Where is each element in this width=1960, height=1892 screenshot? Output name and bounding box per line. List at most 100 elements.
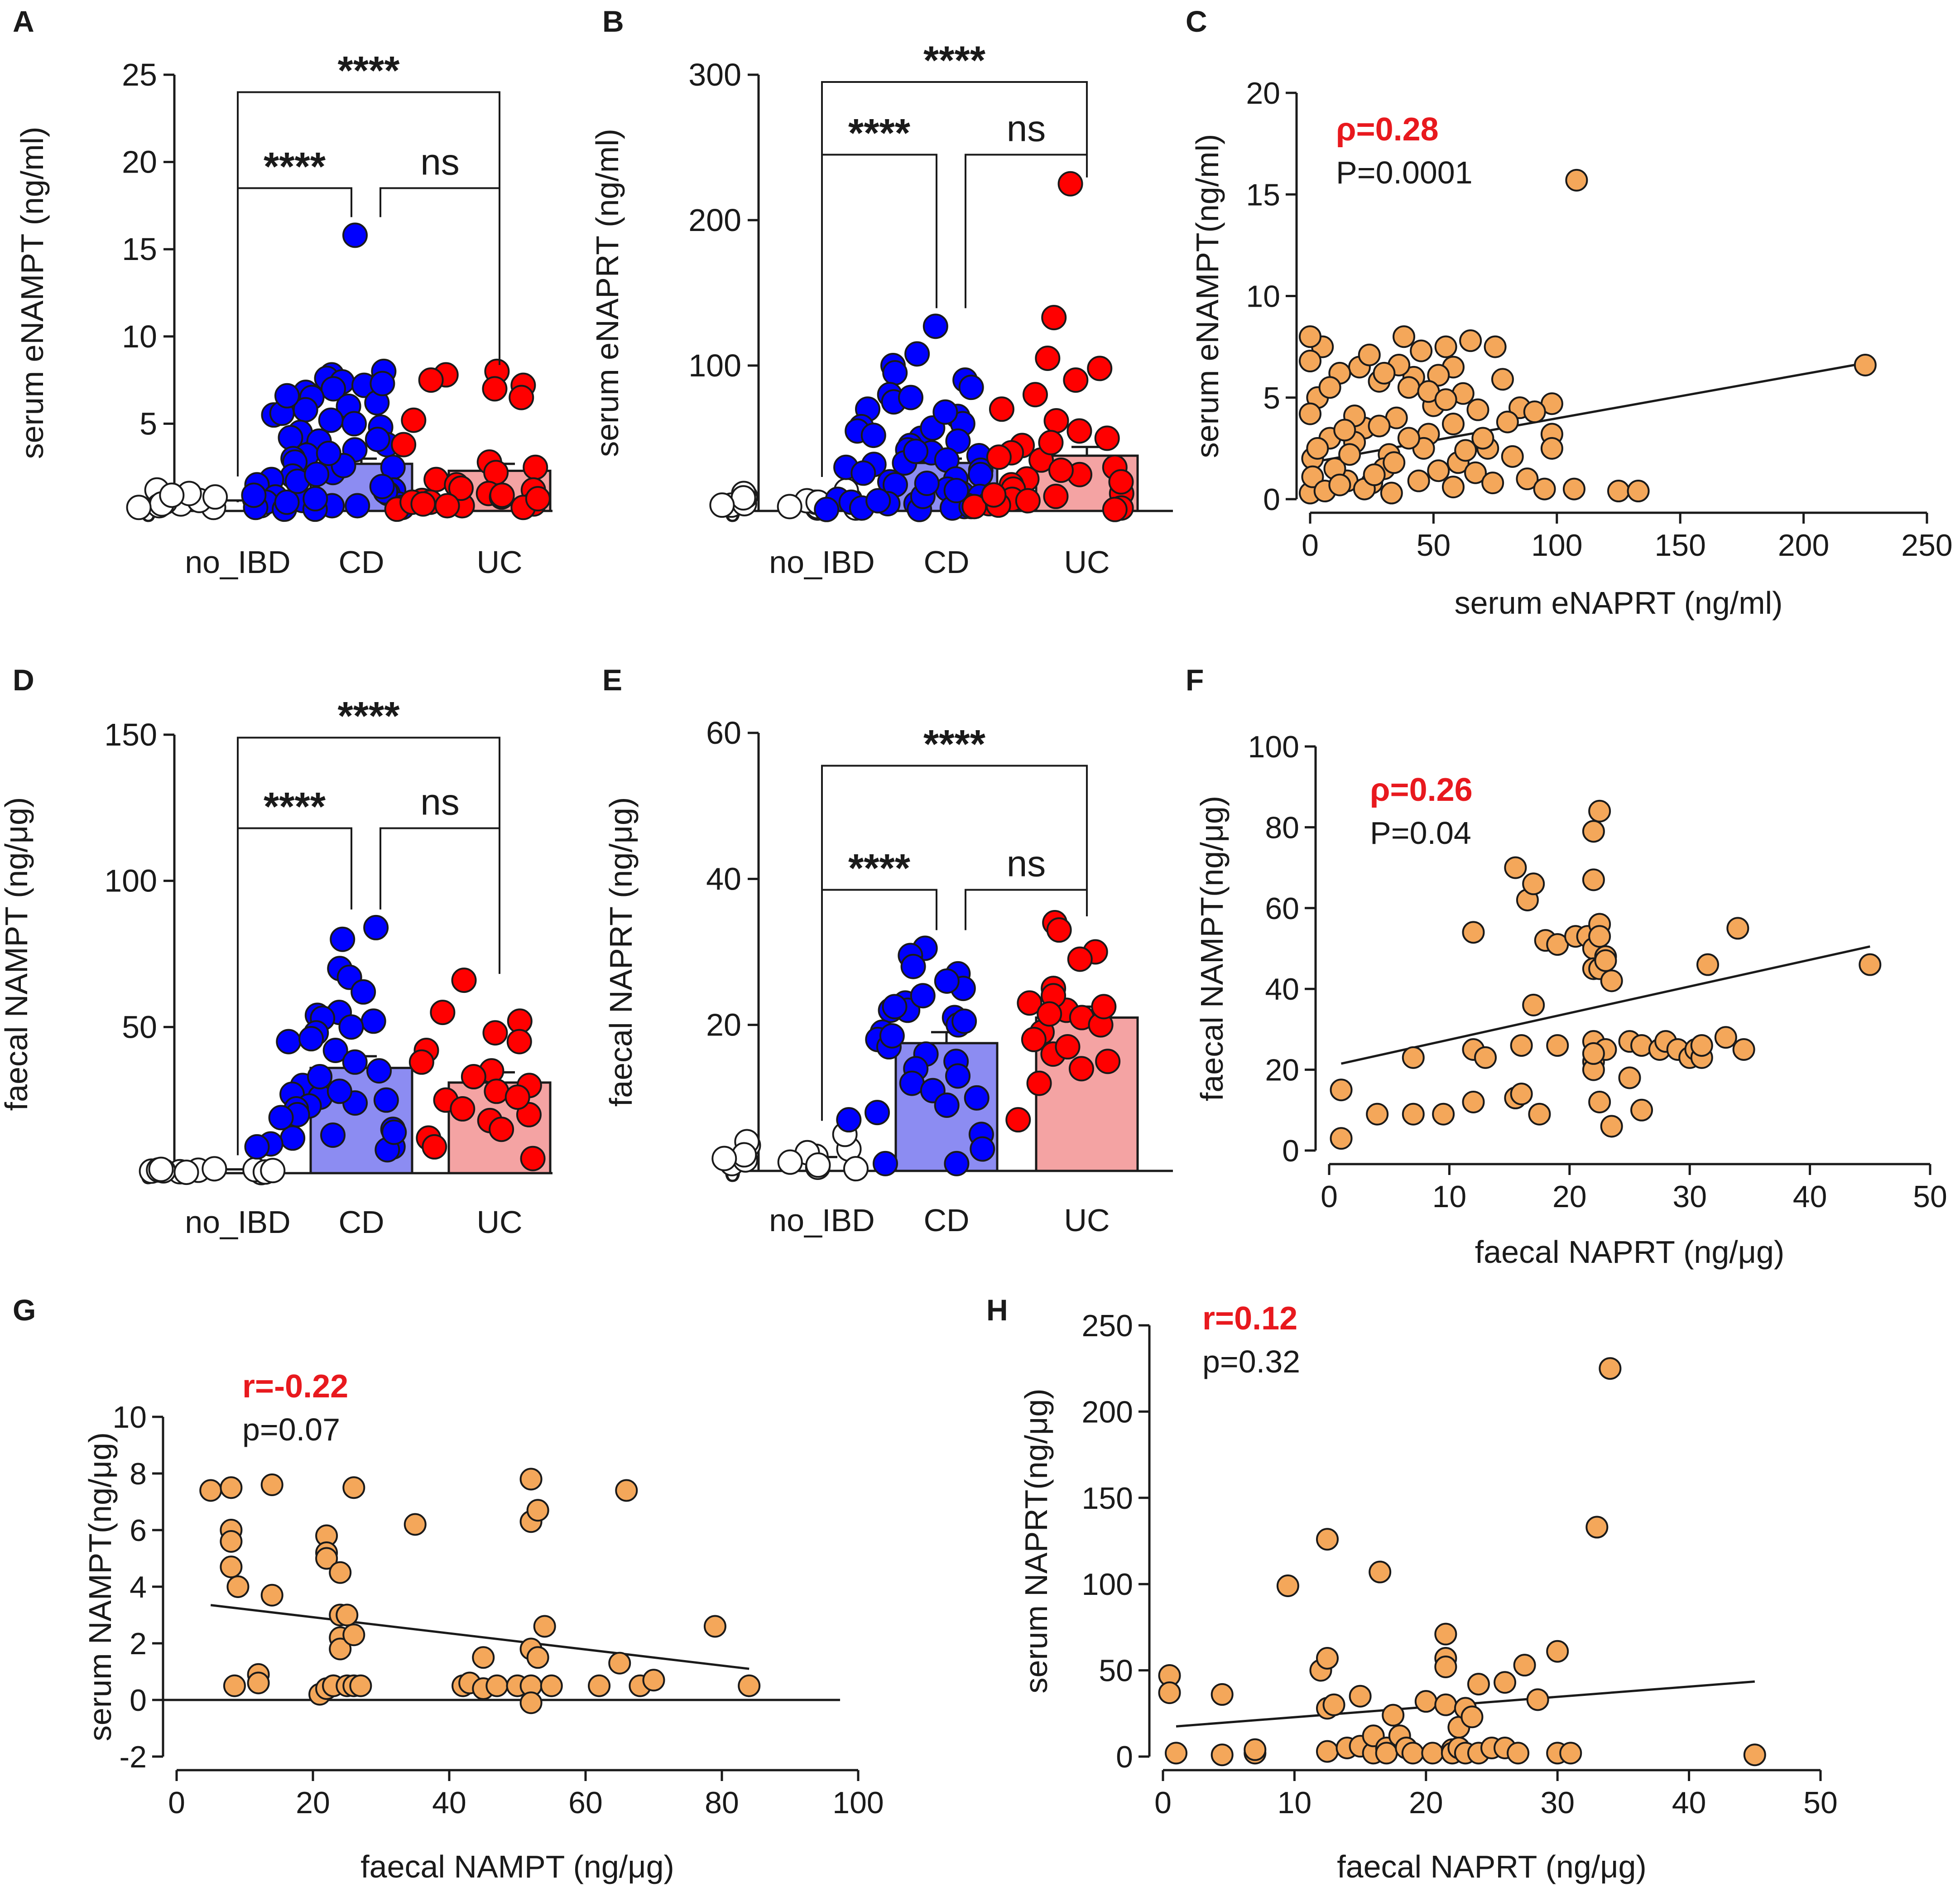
x-tick-label: UC: [1064, 544, 1110, 580]
scatter-point: [349, 1674, 372, 1697]
x-tick-label: 10: [1432, 1179, 1467, 1214]
data-point-no_ibd: [148, 1156, 174, 1182]
data-point-cd: [338, 1014, 364, 1040]
y-tick-label: 250: [1082, 1309, 1133, 1343]
data-point-no_ibd: [202, 1156, 227, 1182]
scatter-point: [1607, 480, 1630, 503]
scatter-point: [1859, 953, 1882, 976]
data-point-uc: [504, 1084, 530, 1110]
y-tick-label: 50: [122, 1009, 157, 1045]
scatter-point: [1158, 1681, 1181, 1704]
scatter-point: [703, 1615, 726, 1638]
data-point-cd: [321, 376, 346, 402]
data-point-cd: [970, 1136, 995, 1162]
y-axis-title: serum eNAPRT (ng/ml): [590, 129, 625, 457]
scatter-point: [342, 1623, 365, 1646]
scatter-point: [220, 1530, 243, 1553]
scatter-point: [540, 1674, 563, 1697]
scatter-point: [1522, 993, 1545, 1016]
scatter-point: [1454, 439, 1477, 462]
data-point-cd: [351, 979, 376, 1005]
scatter-point: [1600, 969, 1623, 992]
significance-bracket: [965, 154, 1088, 308]
y-axis-title: serum NAMPT(ng/μg): [82, 1432, 118, 1741]
scatter-point: [1375, 1742, 1398, 1765]
data-point-no_ibd: [709, 492, 735, 518]
scatter-point: [1565, 168, 1588, 192]
x-tick-label: 10: [1278, 1786, 1312, 1820]
y-tick-label: 0: [130, 1683, 147, 1718]
data-point-uc: [391, 432, 417, 457]
data-point-uc: [1057, 171, 1083, 197]
data-point-cd: [879, 1023, 905, 1049]
scatter-point: [1211, 1743, 1234, 1767]
significance-label: ns: [1007, 108, 1046, 149]
scatter-point: [1434, 335, 1457, 358]
scatter-point: [1316, 1646, 1339, 1670]
scatter-point: [1382, 1704, 1405, 1727]
data-point-uc: [489, 1117, 514, 1142]
significance-label: ****: [848, 111, 911, 155]
scatter-point: [1306, 437, 1329, 460]
y-axis-title: serum NAPRT(ng/μg): [1018, 1388, 1054, 1693]
scatter-point: [1562, 477, 1585, 501]
y-axis-title: serum eNAMPT(ng/ml): [1190, 134, 1225, 458]
x-tick-label: 0: [1302, 528, 1319, 563]
scatter-point: [1588, 1090, 1611, 1113]
scatter-point: [1434, 388, 1457, 411]
x-axis-title: faecal NAMPT (ng/μg): [360, 1849, 674, 1884]
y-axis-title: faecal NAMPT(ng/μg): [1194, 796, 1230, 1101]
data-point-uc: [489, 482, 515, 508]
data-point-uc: [1068, 1056, 1094, 1082]
correlation-coefficient: ρ=0.28: [1336, 111, 1439, 148]
scatter-point: [1627, 480, 1650, 503]
data-point-cd: [298, 1026, 324, 1052]
scatter-point: [1460, 1705, 1484, 1728]
scatter-point: [199, 1479, 222, 1502]
data-point-uc: [986, 444, 1012, 470]
scatter-point: [1732, 1038, 1755, 1061]
scatter-point: [1402, 1046, 1425, 1069]
y-tick-label: 20: [1265, 1053, 1299, 1088]
x-axis-title: faecal NAPRT (ng/μg): [1475, 1234, 1785, 1270]
data-point-uc: [482, 1020, 508, 1046]
scatter-point: [1600, 1115, 1623, 1138]
regression-line: [1340, 945, 1870, 1065]
y-tick-label: 2: [130, 1627, 147, 1661]
data-point-uc: [408, 1049, 434, 1075]
x-tick-label: no_IBD: [185, 544, 290, 580]
scatter-point: [1599, 1357, 1622, 1380]
panel-letter: F: [1186, 663, 1204, 697]
y-tick-label: 0: [1282, 1134, 1299, 1168]
y-tick-label: 10: [122, 319, 157, 354]
x-tick-label: 20: [1409, 1786, 1443, 1820]
x-axis-title: serum eNAPRT (ng/ml): [1455, 585, 1783, 621]
y-tick-label: 5: [139, 406, 157, 441]
data-point-uc: [1005, 1107, 1031, 1133]
scatter-point: [1330, 1078, 1353, 1102]
y-tick-label: 100: [1082, 1567, 1133, 1602]
data-point-cd: [882, 360, 908, 386]
scatter-point: [1397, 427, 1420, 450]
scatter-point: [526, 1646, 549, 1669]
data-point-no_ibd: [843, 1156, 869, 1182]
x-tick-label: 100: [1531, 528, 1582, 563]
data-point-no_ibd: [159, 482, 185, 508]
data-point-cd: [865, 488, 891, 514]
x-tick-label: no_IBD: [185, 1204, 290, 1240]
panel-b: B0100200300serum eNAPRT (ng/ml)no_IBDCDU…: [590, 5, 1173, 580]
data-point-cd: [934, 1092, 960, 1118]
panel-f: F 0 20 40 60 80 100 faecal NAMPT(ng/μg) 0 10 20 30 4…: [1186, 663, 1947, 1270]
scatter-point: [1366, 1102, 1389, 1126]
data-point-uc: [509, 385, 534, 410]
y-tick-label: 8: [130, 1457, 147, 1491]
scatter-point: [1358, 343, 1381, 366]
data-point-uc: [401, 407, 427, 433]
x-tick-label: 20: [296, 1786, 330, 1820]
data-point-cd: [274, 489, 300, 515]
y-tick-label: 150: [1082, 1481, 1133, 1516]
x-tick-label: 150: [1654, 528, 1705, 563]
data-point-uc: [520, 1146, 546, 1171]
p-value: P=0.0001: [1336, 155, 1473, 190]
x-tick-label: 20: [1552, 1179, 1587, 1214]
